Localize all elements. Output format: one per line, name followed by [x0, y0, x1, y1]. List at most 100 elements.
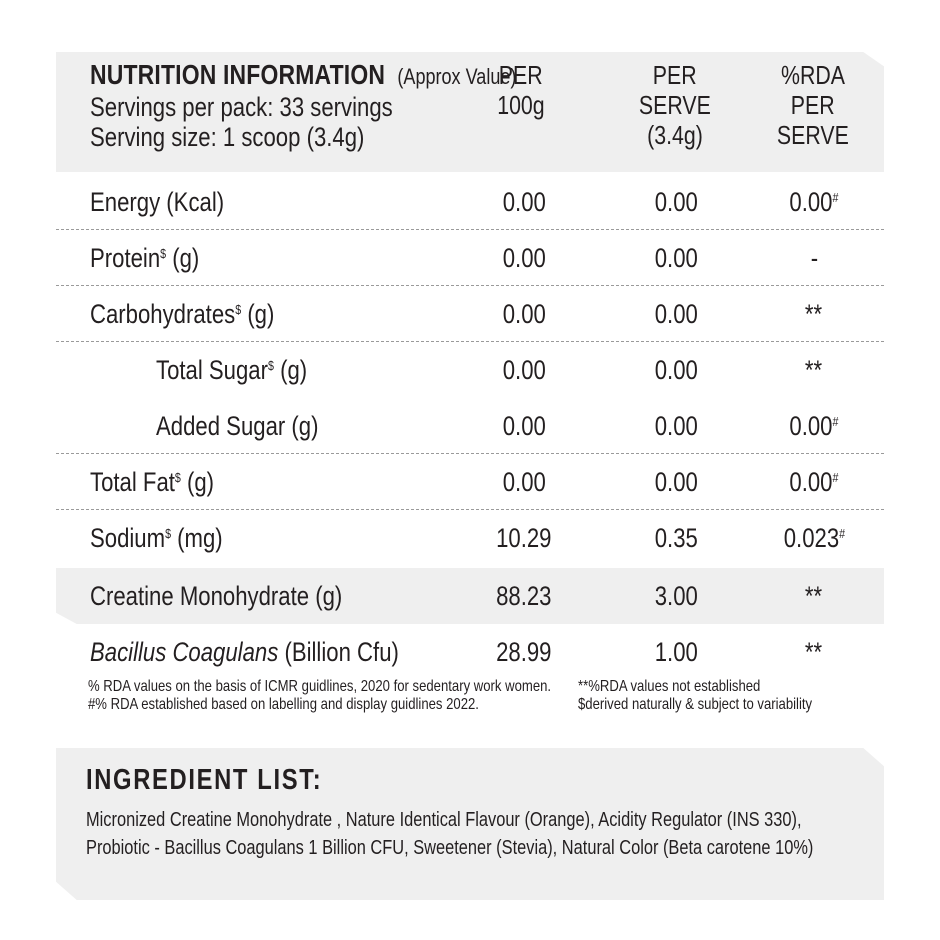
value-per-100g: 10.29: [444, 522, 604, 554]
value-per-serve: 0.00: [596, 298, 756, 330]
value-rda: 0.00#: [734, 186, 894, 218]
ingredient-panel: [56, 748, 884, 900]
column-header-line: %RDA: [781, 60, 845, 90]
value-text: 3.00: [654, 581, 698, 611]
nutrient-label: Total Sugar$ (g): [156, 354, 307, 386]
nutrition-header: NUTRITION INFORMATION (Approx Value) Ser…: [90, 60, 516, 153]
label-unit: (g): [180, 467, 215, 497]
value-text: **: [805, 581, 823, 611]
label-text: Total Sugar: [156, 355, 269, 385]
row-divider: [56, 285, 884, 286]
nutrient-label: Bacillus Coagulans (Billion Cfu): [90, 636, 399, 668]
value-text: 0.35: [654, 523, 698, 553]
row-divider: [56, 453, 884, 454]
value-text: 0.00: [654, 299, 698, 329]
nutrient-label: Carbohydrates$ (g): [90, 298, 274, 330]
nutrient-row-added-sugar: Added Sugar (g) 0.00 0.00 0.00#: [56, 398, 884, 454]
value-text: 0.00: [502, 243, 546, 273]
value-rda: -: [734, 242, 894, 274]
nutrition-header-panel: [56, 52, 884, 172]
label-unit: (g): [273, 355, 308, 385]
value-text: 0.00: [502, 299, 546, 329]
ingredient-line: Probiotic - Bacillus Coagulans 1 Billion…: [86, 837, 814, 859]
value-text: **: [805, 637, 823, 667]
value-per-100g: 0.00: [444, 186, 604, 218]
footnote-rda-labelling: #% RDA established based on labelling an…: [88, 696, 479, 713]
column-header-line: SERVE: [639, 90, 711, 120]
label-text-italic: Bacillus Coagulans: [90, 637, 279, 667]
label-footnote-mark: $: [235, 302, 242, 317]
column-header-per-serve: PER SERVE (3.4g): [620, 60, 730, 150]
nutrient-label: Total Fat$ (g): [90, 466, 214, 498]
value-per-serve: 3.00: [596, 580, 756, 612]
column-header-line: SERVE: [777, 120, 849, 150]
footnotes-right: **%RDA values not established $derived n…: [578, 678, 863, 714]
value-text: 0.00: [654, 467, 698, 497]
serving-size: Serving size: 1 scoop (3.4g): [90, 122, 365, 152]
rda-footnote-mark: #: [838, 526, 845, 541]
value-text: 0.00: [502, 467, 546, 497]
label-unit: (mg): [171, 523, 223, 553]
label-unit: (Billion Cfu): [278, 637, 399, 667]
label-text: Protein: [90, 243, 161, 273]
label-footnote-mark: $: [160, 246, 167, 261]
value-per-serve: 0.00: [596, 410, 756, 442]
value-text: 0.00: [654, 243, 698, 273]
value-text: -: [810, 243, 818, 273]
nutrient-row-energy: Energy (Kcal) 0.00 0.00 0.00#: [56, 174, 884, 230]
label-text: Total Fat: [90, 467, 175, 497]
value-text: 0.00: [654, 411, 698, 441]
nutrient-row-total-fat: Total Fat$ (g) 0.00 0.00 0.00#: [56, 454, 884, 510]
label-footnote-mark: $: [165, 526, 172, 541]
value-text: 28.99: [496, 637, 552, 667]
value-text: 0.00: [654, 187, 698, 217]
rda-footnote-mark: #: [832, 470, 839, 485]
column-header-line: (3.4g): [647, 120, 703, 150]
value-text: 1.00: [654, 637, 698, 667]
value-per-100g: 0.00: [444, 354, 604, 386]
value-per-100g: 0.00: [444, 466, 604, 498]
nutrient-row-sodium: Sodium$ (mg) 10.29 0.35 0.023#: [56, 510, 884, 566]
footnote-rda-basis: % RDA values on the basis of ICMR guidli…: [88, 678, 552, 695]
footnotes-left: % RDA values on the basis of ICMR guidli…: [88, 678, 653, 714]
nutrient-row-bacillus: Bacillus Coagulans (Billion Cfu) 28.99 1…: [56, 624, 884, 680]
value-text: 0.00: [789, 187, 833, 217]
label-footnote-mark: $: [174, 470, 181, 485]
servings-per-pack: Servings per pack: 33 servings: [90, 92, 393, 122]
ingredient-title: INGREDIENT LIST:: [86, 764, 374, 797]
value-rda: **: [734, 580, 884, 612]
value-rda: **: [734, 298, 894, 330]
row-divider: [56, 229, 884, 230]
label-text: Carbohydrates: [90, 299, 236, 329]
value-text: **: [805, 299, 823, 329]
nutrient-row-total-sugar: Total Sugar$ (g) 0.00 0.00 **: [56, 342, 884, 398]
value-text: 0.00: [654, 355, 698, 385]
value-per-100g: 0.00: [444, 410, 604, 442]
ingredient-line: Micronized Creatine Monohydrate , Nature…: [86, 809, 802, 831]
value-per-100g: 28.99: [444, 636, 604, 668]
ingredient-title-text: INGREDIENT LIST:: [86, 764, 323, 796]
column-header-line: 100g: [497, 90, 545, 120]
value-per-serve: 0.00: [596, 354, 756, 386]
value-per-serve: 0.00: [596, 186, 756, 218]
value-per-serve: 1.00: [596, 636, 756, 668]
value-per-serve: 0.35: [596, 522, 756, 554]
label-unit: (g): [166, 243, 200, 273]
row-divider: [56, 341, 884, 342]
value-rda: 0.023#: [734, 522, 894, 554]
column-header-line: PER: [791, 90, 835, 120]
value-text: 0.00: [502, 355, 546, 385]
value-per-serve: 0.00: [596, 242, 756, 274]
nutrient-row-carbohydrates: Carbohydrates$ (g) 0.00 0.00 **: [56, 286, 884, 342]
nutrient-label: Sodium$ (mg): [90, 522, 223, 554]
value-rda: **: [734, 354, 894, 386]
nutrient-label: Added Sugar (g): [156, 411, 319, 441]
value-text: 0.023: [783, 523, 839, 553]
nutrient-row-creatine: Creatine Monohydrate (g) 88.23 3.00 **: [56, 568, 884, 624]
value-text: 0.00: [502, 187, 546, 217]
column-header-per-100g: PER 100g: [466, 60, 576, 120]
nutrient-row-protein: Protein$ (g) 0.00 0.00 -: [56, 230, 884, 286]
value-text: 0.00: [789, 467, 833, 497]
value-rda: 0.00#: [734, 466, 894, 498]
footnote-derived-naturally: $derived naturally & subject to variabil…: [578, 696, 813, 713]
